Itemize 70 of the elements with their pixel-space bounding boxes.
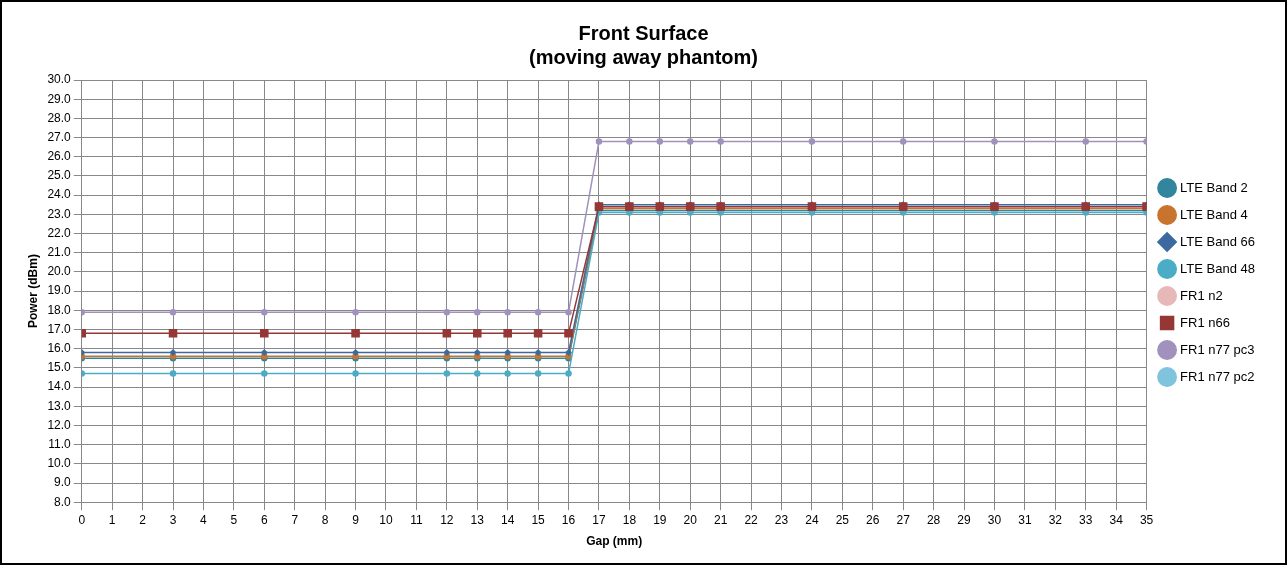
x-tick-label: 17 bbox=[592, 512, 606, 527]
y-tick-label: 11.0 bbox=[48, 436, 72, 451]
y-tick-label: 12.0 bbox=[47, 417, 72, 432]
x-tick-label: 19 bbox=[653, 512, 667, 527]
x-tick-label: 10 bbox=[379, 512, 393, 527]
x-tick-label: 33 bbox=[1079, 512, 1093, 527]
y-tick-label: 16.0 bbox=[47, 340, 72, 355]
y-tick-label: 20.0 bbox=[47, 264, 72, 279]
y-tick-label: 22.0 bbox=[47, 225, 72, 240]
x-tick-label: 24 bbox=[805, 512, 819, 527]
legend-label: LTE Band 66 bbox=[1180, 233, 1255, 249]
x-tick-label: 6 bbox=[260, 512, 268, 527]
x-tick-label: 14 bbox=[501, 512, 515, 527]
x-tick-label: 16 bbox=[561, 512, 576, 527]
x-tick-label: 18 bbox=[622, 512, 637, 527]
y-tick-label: 8.0 bbox=[54, 494, 72, 509]
x-axis-title: Gap (mm) bbox=[586, 534, 643, 549]
y-tick-label: 25.0 bbox=[47, 168, 72, 183]
x-tick-label: 9 bbox=[352, 512, 360, 527]
y-tick-label: 21.0 bbox=[47, 245, 72, 260]
y-tick-label: 14.0 bbox=[47, 379, 72, 394]
y-axis-title: Power (dBm) bbox=[25, 254, 40, 329]
legend-label: FR1 n77 pc2 bbox=[1180, 368, 1255, 384]
y-tick-label: 23.0 bbox=[47, 206, 72, 221]
x-tick-label: 28 bbox=[926, 512, 941, 527]
y-tick-label: 13.0 bbox=[47, 398, 72, 413]
x-tick-label: 15 bbox=[531, 512, 546, 527]
y-tick-label: 27.0 bbox=[47, 129, 72, 144]
x-tick-label: 4 bbox=[200, 512, 208, 527]
y-tick-label: 30.0 bbox=[47, 72, 72, 87]
x-tick-label: 11 bbox=[410, 512, 423, 527]
chart-title: Front Surface (moving away phantom) bbox=[529, 21, 758, 68]
x-tick-label: 5 bbox=[230, 512, 238, 527]
x-tick-label: 2 bbox=[139, 512, 147, 527]
x-tick-label: 8 bbox=[321, 512, 329, 527]
legend-label: LTE Band 4 bbox=[1180, 206, 1248, 222]
x-tick-label: 32 bbox=[1048, 512, 1063, 527]
x-tick-label: 35 bbox=[1139, 512, 1154, 527]
x-tick-label: 20 bbox=[683, 512, 698, 527]
x-tick-label: 13 bbox=[470, 512, 485, 527]
x-tick-label: 22 bbox=[744, 512, 759, 527]
y-tick-label: 28.0 bbox=[47, 110, 72, 125]
x-tick-label: 31 bbox=[1018, 512, 1032, 527]
y-tick-label: 18.0 bbox=[47, 302, 72, 317]
x-tick-label: 30 bbox=[987, 512, 1002, 527]
legend-label: FR1 n66 bbox=[1180, 314, 1230, 330]
y-tick-label: 9.0 bbox=[54, 475, 72, 490]
x-tick-label: 23 bbox=[774, 512, 789, 527]
legend-label: FR1 n2 bbox=[1180, 287, 1223, 303]
y-tick-label: 24.0 bbox=[47, 187, 72, 202]
y-tick-label: 17.0 bbox=[47, 321, 72, 336]
x-tick-label: 29 bbox=[957, 512, 972, 527]
legend-label: LTE Band 48 bbox=[1180, 260, 1255, 276]
x-tick-label: 27 bbox=[896, 512, 911, 527]
x-tick-label: 7 bbox=[291, 512, 299, 527]
y-tick-label: 19.0 bbox=[47, 283, 72, 298]
x-tick-label: 12 bbox=[440, 512, 454, 527]
x-tick-label: 34 bbox=[1109, 512, 1124, 527]
x-tick-label: 3 bbox=[169, 512, 177, 527]
legend-label: LTE Band 2 bbox=[1180, 179, 1248, 195]
y-tick-label: 29.0 bbox=[47, 91, 72, 106]
y-tick-label: 10.0 bbox=[47, 456, 72, 471]
x-tick-label: 26 bbox=[866, 512, 880, 527]
x-tick-label: 21 bbox=[713, 512, 728, 527]
legend-label: FR1 n77 pc3 bbox=[1180, 341, 1255, 357]
x-tick-label: 1 bbox=[108, 512, 116, 527]
y-tick-label: 26.0 bbox=[47, 149, 72, 164]
x-tick-label: 0 bbox=[78, 512, 86, 527]
y-tick-label: 15.0 bbox=[47, 360, 72, 375]
x-tick-label: 25 bbox=[835, 512, 850, 527]
